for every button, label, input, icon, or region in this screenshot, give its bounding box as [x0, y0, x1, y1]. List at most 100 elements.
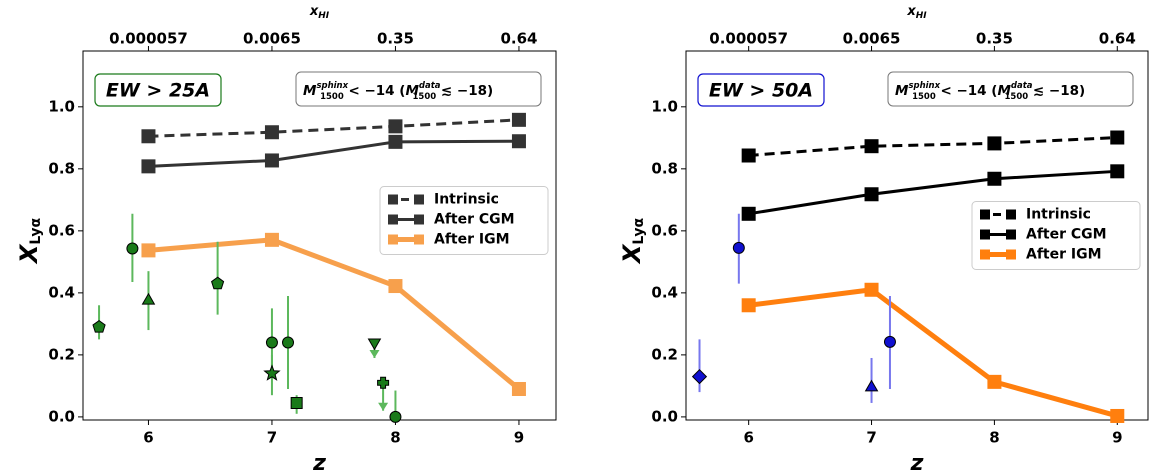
top-tick-label: 0.64	[1099, 30, 1136, 48]
note-sub: 1500	[413, 92, 437, 102]
x-tick-label: 7	[866, 429, 876, 447]
x-tick-label: 8	[989, 429, 999, 447]
legend-marker	[388, 234, 398, 245]
y-tick-label: 0.0	[651, 407, 678, 425]
series-line	[748, 136, 1118, 157]
note-sub: 1500	[912, 92, 936, 102]
series-marker	[1110, 130, 1125, 145]
legend-marker	[388, 214, 398, 225]
limit-arrow-head	[369, 349, 380, 358]
x-tick-label: 9	[514, 429, 524, 447]
series-line	[748, 169, 1118, 216]
note-base: M	[997, 83, 1011, 99]
series-marker	[511, 134, 526, 149]
legend-marker	[980, 229, 990, 240]
series-marker	[141, 159, 156, 174]
y-tick-label: 1.0	[48, 97, 75, 115]
limit-arrow-head	[378, 402, 389, 411]
x-axis-label: z	[312, 451, 326, 475]
data-point	[141, 292, 156, 305]
data-point	[126, 242, 139, 255]
data-point	[263, 364, 281, 381]
note-base: ≲ −18)	[436, 83, 493, 99]
series-line	[148, 139, 519, 168]
data-point	[883, 335, 896, 348]
y-tick-label: 0.2	[48, 345, 75, 363]
x-tick-label: 7	[267, 429, 277, 447]
data-point	[290, 396, 303, 409]
x-tick-label: 9	[1112, 429, 1122, 447]
legend-label: After IGM	[434, 232, 510, 248]
series-marker	[1110, 408, 1125, 423]
panel: 0.0 0.2 0.4 0.6 0.8 1.0 6 7 8 9 0.000057 0.0065 0.35…	[618, 4, 1149, 475]
note: Msphinx 1500 < −14 (Mdata 1500 ≲ −18)	[303, 81, 493, 102]
series-marker	[987, 136, 1002, 151]
note-base: M	[895, 83, 909, 99]
top-tick-label: 0.0065	[843, 30, 901, 48]
note-box	[887, 71, 1134, 107]
legend-label: After CGM	[434, 212, 515, 228]
top-tick-label: 0.64	[500, 30, 537, 48]
box-label: EW > 50A	[709, 80, 813, 102]
y-axis-label-sub: Lyα	[28, 218, 44, 245]
legend-label: After IGM	[1026, 247, 1102, 263]
y-tick-label: 1.0	[651, 97, 678, 115]
note-box	[295, 71, 542, 107]
top-axis-label-sub: HI	[318, 11, 330, 21]
note-sup: data	[419, 81, 441, 91]
legend-marker	[1006, 249, 1016, 260]
series-marker	[141, 129, 156, 144]
x-axis-label: z	[910, 451, 924, 475]
data-point	[265, 336, 278, 349]
data-point	[282, 336, 295, 349]
note: Msphinx 1500 < −14 (Mdata 1500 ≲ −18)	[895, 81, 1085, 102]
legend-marker	[388, 194, 398, 205]
legend-marker	[414, 214, 424, 225]
note-base: < −14 (	[344, 83, 406, 99]
y-tick-label: 0.8	[651, 159, 678, 177]
data-point	[732, 241, 745, 254]
y-axis-label-main: X	[15, 243, 43, 265]
y-tick-label: 0.4	[651, 283, 678, 301]
note-sup: sphinx	[316, 81, 348, 91]
series-marker	[864, 187, 879, 202]
top-tick-label: 0.0065	[243, 30, 301, 48]
y-axis-label-sub: Lyα	[631, 218, 647, 245]
legend-marker	[1006, 209, 1016, 220]
legend-label: Intrinsic	[1026, 207, 1091, 223]
y-tick-label: 0.6	[48, 221, 75, 239]
note-sub: 1500	[320, 92, 344, 102]
series-marker	[264, 125, 279, 140]
note-base: ≲ −18)	[1028, 83, 1085, 99]
y-axis-label: XLyα	[15, 218, 44, 266]
legend-marker	[980, 209, 990, 220]
series-line	[748, 287, 1118, 419]
series-marker	[1110, 164, 1125, 179]
y-tick-label: 0.8	[48, 159, 75, 177]
series-marker	[264, 153, 279, 168]
legend-marker	[1006, 229, 1016, 240]
top-axis-label: xHI	[309, 4, 330, 21]
box-label: EW > 25A	[106, 80, 210, 102]
data-point	[367, 338, 382, 351]
series-marker	[141, 243, 156, 258]
series-marker	[864, 282, 879, 297]
plot-frame	[685, 50, 1149, 421]
top-tick-label: 0.35	[976, 30, 1013, 48]
series-marker	[987, 171, 1002, 186]
top-axis-label-sub: HI	[916, 11, 928, 21]
data-point	[864, 379, 879, 392]
y-axis-label-main: X	[618, 243, 646, 265]
data-point	[389, 410, 402, 423]
series-marker	[388, 134, 403, 149]
legend-marker	[980, 249, 990, 260]
y-axis-label: XLyα	[618, 218, 647, 266]
series-line	[148, 118, 520, 138]
series-marker	[388, 279, 403, 294]
plot-frame	[82, 50, 557, 421]
x-tick-label: 6	[743, 429, 753, 447]
x-tick-label: 6	[143, 429, 153, 447]
series-marker	[741, 148, 756, 163]
series-marker	[511, 112, 526, 127]
